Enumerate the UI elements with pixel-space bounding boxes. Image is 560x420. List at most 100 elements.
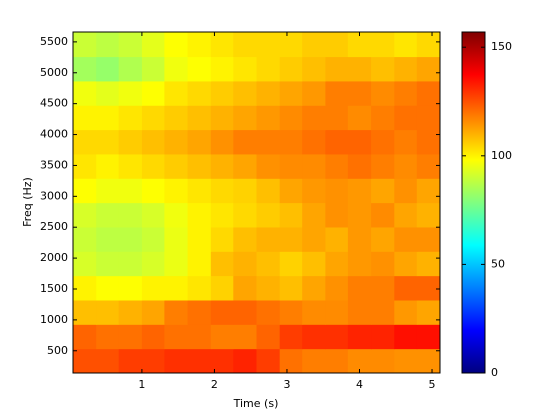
x-tick-label: 2 — [211, 378, 218, 391]
heat-cell — [210, 129, 234, 155]
y-tick-label: 3500 — [40, 158, 68, 171]
heat-cell — [187, 80, 212, 106]
heat-cell — [302, 32, 326, 58]
heat-cell — [256, 275, 281, 301]
heat-cell — [73, 80, 97, 106]
heat-cell — [96, 226, 120, 252]
heat-cell — [256, 324, 281, 350]
heat-cell — [73, 105, 97, 131]
heat-cell — [371, 275, 395, 301]
heat-cell — [302, 105, 326, 131]
heat-cell — [118, 32, 143, 58]
heat-cell — [164, 32, 189, 58]
heat-cell — [96, 153, 120, 179]
heat-cell — [302, 178, 326, 204]
heat-cell — [210, 202, 234, 228]
heat-cell — [416, 226, 440, 252]
heat-cell — [416, 105, 440, 131]
heat-cell — [279, 324, 303, 350]
heat-cell — [73, 129, 97, 155]
heat-cell — [347, 105, 372, 131]
heat-cell — [210, 105, 234, 131]
heat-cell — [325, 299, 349, 325]
heat-cell — [118, 178, 143, 204]
heat-cell — [187, 299, 212, 325]
heat-cell — [416, 348, 440, 373]
heat-cell — [279, 178, 303, 204]
heat-cell — [256, 153, 281, 179]
heat-cell — [347, 299, 372, 325]
heat-cell — [325, 80, 349, 106]
heat-cell — [302, 251, 326, 277]
heat-cell — [73, 348, 97, 373]
heat-cell — [233, 129, 257, 155]
heat-cell — [164, 105, 189, 131]
heat-cell — [279, 56, 303, 82]
heat-cell — [164, 80, 189, 106]
heat-cell — [325, 324, 349, 350]
y-tick-label: 5500 — [40, 35, 68, 48]
colorbar-tick-label: 100 — [491, 149, 512, 162]
heat-cell — [325, 105, 349, 131]
heat-cell — [302, 153, 326, 179]
heat-cell — [141, 56, 165, 82]
heat-cell — [394, 275, 418, 301]
heat-cell — [256, 56, 281, 82]
heat-cell — [187, 32, 212, 58]
heat-cell — [325, 56, 349, 82]
heat-cell — [141, 251, 165, 277]
heat-cell — [164, 299, 189, 325]
heat-cell — [256, 251, 281, 277]
heat-cell — [302, 324, 326, 350]
heat-cell — [279, 32, 303, 58]
heat-cell — [256, 348, 281, 373]
heat-cell — [302, 275, 326, 301]
heat-cell — [347, 129, 372, 155]
heat-cell — [347, 324, 372, 350]
heat-cell — [325, 178, 349, 204]
colorbar-tick-label: 50 — [491, 257, 505, 270]
heat-cell — [325, 348, 349, 373]
colorbar-tick-label: 0 — [491, 366, 498, 379]
heat-cell — [73, 32, 97, 58]
heat-cell — [96, 32, 120, 58]
heat-cell — [187, 178, 212, 204]
heat-cell — [256, 105, 281, 131]
y-tick-label: 500 — [47, 344, 68, 357]
heat-cell — [96, 348, 120, 373]
heat-cell — [233, 324, 257, 350]
heat-cell — [371, 202, 395, 228]
heat-cell — [256, 299, 281, 325]
heat-cell — [325, 153, 349, 179]
heat-cell — [141, 226, 165, 252]
heat-cell — [73, 153, 97, 179]
heat-cell — [256, 32, 281, 58]
heat-cell — [118, 80, 143, 106]
heat-cell — [302, 299, 326, 325]
heat-cell — [233, 153, 257, 179]
heat-cell — [164, 348, 189, 373]
heat-cell — [325, 32, 349, 58]
heat-cell — [141, 129, 165, 155]
heat-cell — [347, 226, 372, 252]
heat-cell — [416, 251, 440, 277]
heat-cell — [416, 178, 440, 204]
heat-cell — [187, 251, 212, 277]
heat-cell — [164, 324, 189, 350]
heat-cell — [210, 32, 234, 58]
heat-cell — [233, 80, 257, 106]
heat-cell — [416, 153, 440, 179]
heat-cell — [394, 324, 418, 350]
heat-cell — [347, 348, 372, 373]
heat-cell — [210, 226, 234, 252]
heat-cell — [416, 129, 440, 155]
heat-cell — [233, 178, 257, 204]
heat-cell — [118, 299, 143, 325]
y-tick-label: 5000 — [40, 66, 68, 79]
heat-cell — [233, 275, 257, 301]
y-tick-label: 1000 — [40, 313, 68, 326]
y-tick-label: 1500 — [40, 282, 68, 295]
heat-cell — [141, 202, 165, 228]
heat-cell — [347, 275, 372, 301]
